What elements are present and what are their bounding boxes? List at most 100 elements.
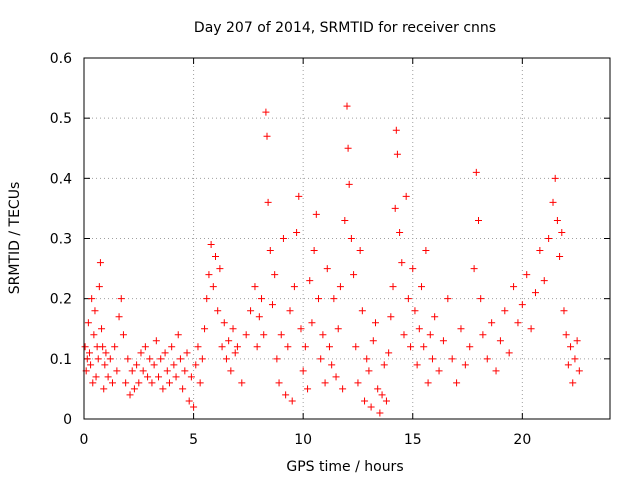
data-point [306,277,314,285]
x-tick-label: 10 [294,432,312,448]
data-point [409,265,417,273]
data-point [174,331,182,339]
data-point [479,331,487,339]
data-point [365,367,373,375]
data-point [212,253,219,261]
data-point [117,295,125,303]
data-point [179,385,187,393]
x-tick-label: 20 [513,432,531,448]
data-point [431,313,439,321]
data-point [192,361,200,369]
data-point [315,295,323,303]
data-point [330,295,338,303]
data-point [220,319,228,327]
data-point [492,367,500,375]
data-point [122,379,130,387]
data-point [567,343,575,351]
data-point [264,198,272,206]
data-point [448,355,456,363]
data-point [510,283,518,291]
data-point [187,373,195,381]
data-point [352,343,360,351]
data-point [339,385,347,393]
data-point [207,241,215,249]
data-point [101,361,109,369]
data-point [369,337,377,345]
data-point [396,228,404,236]
data-point [85,349,93,357]
data-point [146,355,154,363]
data-point [176,355,184,363]
data-point [505,349,513,357]
data-point [371,319,379,327]
data-point [161,349,169,357]
data-point [98,325,106,333]
data-point [361,397,369,405]
data-point [422,247,430,255]
data-point [496,337,504,345]
data-point [181,367,189,375]
data-point [108,379,116,387]
data-point [124,355,132,363]
data-point [387,313,395,321]
data-point [358,307,366,315]
data-point [255,313,263,321]
data-point [150,361,158,369]
data-point [367,403,375,411]
x-axis-label: GPS time / hours [286,459,403,475]
data-point [376,409,384,417]
data-point [297,325,305,333]
y-tick-label: 0.4 [50,171,72,187]
data-point [444,295,452,303]
data-point [332,373,340,381]
data-point [135,379,143,387]
data-point [345,180,353,188]
data-point [279,235,287,242]
data-point [573,337,581,345]
data-point [299,367,307,375]
data-point [312,210,320,218]
data-point [185,397,193,405]
data-point [130,385,138,393]
data-point [198,355,206,363]
data-point [111,343,119,351]
data-point [400,331,408,339]
y-tick-label: 0 [63,412,72,428]
data-point [523,271,531,279]
y-tick-label: 0.2 [50,292,72,308]
data-point [209,283,217,291]
data-point [571,355,579,363]
data-point [466,343,474,351]
y-tick-label: 0.5 [50,111,72,127]
data-point [222,355,230,363]
data-point [139,367,147,375]
data-point [141,343,149,351]
data-point [106,355,114,363]
data-point [229,325,237,333]
data-point [99,343,107,351]
data-point [391,204,399,212]
data-point [119,331,127,339]
data-point [251,283,259,291]
data-point [271,271,279,279]
data-point [159,385,167,393]
data-point [424,379,432,387]
data-point [562,331,570,339]
data-point [163,367,171,375]
data-point [115,313,123,321]
data-point [295,192,303,200]
plot-frame [83,57,611,420]
data-point [402,192,410,200]
data-point [560,307,568,315]
data-point [102,349,110,357]
data-point [137,349,145,357]
data-point [263,132,271,140]
data-point [389,283,397,291]
data-point [382,397,390,405]
data-point [172,373,180,381]
data-point [238,379,246,387]
data-point [290,283,298,291]
data-point [551,174,559,182]
data-point [569,379,577,387]
